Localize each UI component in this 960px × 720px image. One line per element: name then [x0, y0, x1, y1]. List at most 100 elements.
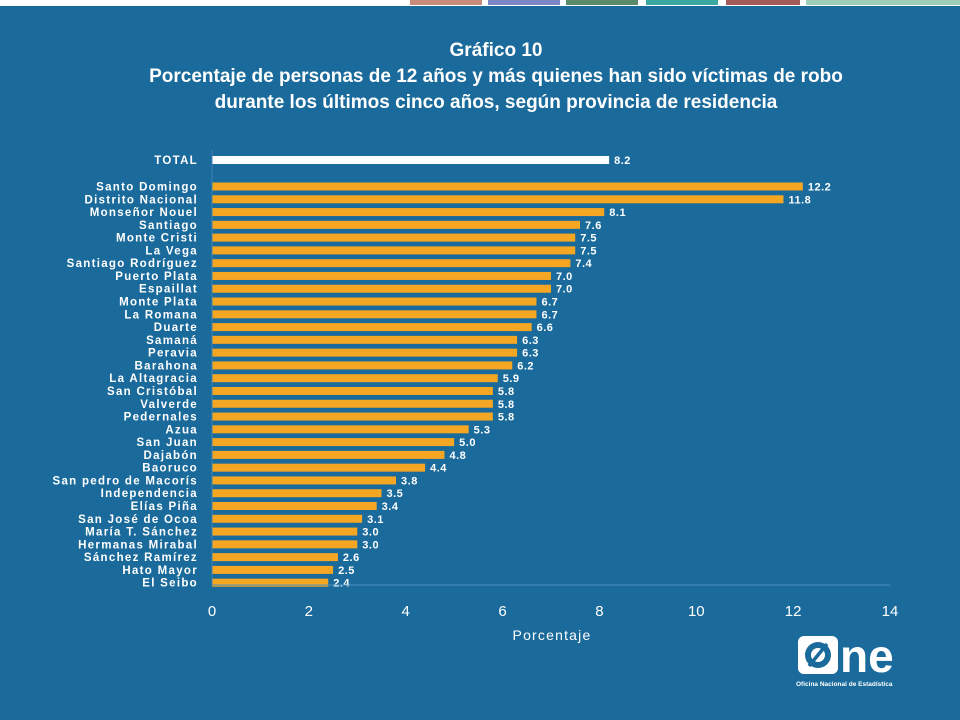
bar [212, 259, 571, 268]
bar [212, 540, 358, 549]
category-label: Dajabón [144, 450, 198, 462]
category-label: Puerto Plata [115, 271, 198, 283]
category-label: Sánchez Ramírez [84, 552, 198, 564]
value-label: 6.3 [522, 348, 539, 360]
band-segment [646, 0, 718, 5]
category-label: San pedro de Macorís [52, 475, 198, 487]
value-label: 3.1 [367, 514, 384, 526]
x-tick-label: 14 [882, 603, 899, 620]
total-value-label: 8.2 [614, 155, 631, 167]
bar [212, 297, 537, 306]
bar [212, 246, 576, 255]
bar [212, 438, 455, 447]
category-label: Peravia [148, 348, 198, 360]
x-tick-label: 10 [688, 603, 705, 620]
category-label: La Altagracia [109, 373, 198, 385]
bar [212, 310, 537, 319]
category-label: Duarte [154, 322, 198, 334]
bar [212, 348, 518, 357]
category-label: Independencia [101, 488, 198, 500]
one-logo: ne [798, 634, 894, 682]
bar [212, 182, 803, 191]
value-label: 5.9 [503, 373, 520, 385]
x-tick-label: 2 [305, 603, 313, 620]
bar [212, 323, 532, 332]
value-label: 5.8 [498, 399, 515, 411]
category-label: Santo Domingo [96, 182, 198, 194]
value-label: 3.5 [387, 488, 404, 500]
value-label: 6.2 [517, 360, 534, 372]
category-label: Santiago Rodríguez [67, 258, 198, 270]
category-label: Azua [165, 424, 198, 436]
bar [212, 425, 469, 434]
value-label: 7.0 [556, 271, 573, 283]
bar [212, 271, 551, 280]
bar [212, 412, 493, 421]
bar [212, 386, 493, 395]
bar [212, 463, 426, 472]
category-label: San José de Ocoa [78, 514, 198, 526]
value-label: 7.4 [575, 258, 592, 270]
figure-title: Porcentaje de personas de 12 años y más … [149, 66, 843, 113]
bar [212, 195, 784, 204]
value-label: 4.4 [430, 463, 447, 475]
logo-wordmark: ne [840, 634, 894, 682]
category-label: María T. Sánchez [85, 527, 198, 539]
value-label: 12.2 [808, 182, 831, 194]
value-label: 3.8 [401, 475, 418, 487]
category-label: San Cristóbal [107, 386, 198, 398]
category-label-total: TOTAL [154, 155, 198, 167]
bar [212, 476, 397, 485]
value-label: 8.1 [609, 207, 626, 219]
bar [212, 578, 329, 587]
bar [212, 527, 358, 536]
top-color-band [0, 0, 960, 6]
value-label: 2.4 [333, 578, 350, 590]
x-tick-label: 12 [785, 603, 802, 620]
band-segment [566, 0, 638, 5]
x-tick-label: 0 [208, 603, 216, 620]
bar [212, 233, 576, 242]
category-label: Hermanas Mirabal [78, 539, 198, 551]
x-tick-label: 6 [498, 603, 506, 620]
value-label: 7.0 [556, 284, 573, 296]
value-label: 7.5 [580, 245, 597, 257]
bar [212, 208, 605, 217]
bar [212, 220, 581, 229]
figure-label: Gráfico 10 [449, 40, 543, 61]
total-bar [212, 156, 610, 164]
category-label: Pedernales [124, 412, 198, 424]
bar [212, 565, 334, 574]
x-axis-label: Porcentaje [513, 627, 592, 643]
category-label: Samaná [146, 335, 198, 347]
category-label: Hato Mayor [122, 565, 198, 577]
value-label: 2.5 [338, 565, 355, 577]
band-segment [410, 0, 482, 5]
value-label: 3.4 [382, 501, 399, 513]
category-label: Distrito Nacional [85, 194, 198, 206]
value-label: 5.3 [474, 424, 491, 436]
bar [212, 502, 377, 510]
category-label: Valverde [140, 399, 198, 411]
bar [212, 399, 493, 408]
category-label: Espaillat [139, 284, 198, 296]
bar [212, 284, 551, 293]
value-label: 6.6 [537, 322, 554, 334]
band-segment [806, 0, 960, 5]
value-label: 6.7 [541, 297, 558, 309]
value-label: 3.0 [362, 527, 379, 539]
value-label: 7.6 [585, 220, 602, 232]
category-label: Barahona [135, 360, 198, 372]
band-segment [488, 0, 560, 5]
category-label: Monseñor Nouel [90, 207, 198, 219]
bar [212, 450, 445, 459]
logo-caption: Oficina Nacional de Estadística [796, 681, 893, 688]
value-label: 11.8 [788, 194, 811, 206]
value-label: 5.8 [498, 386, 515, 398]
bar [212, 361, 513, 370]
category-label: San Juan [136, 437, 198, 449]
category-label: La Vega [145, 245, 198, 257]
bar [212, 489, 382, 498]
category-label: Monte Cristi [116, 233, 198, 245]
